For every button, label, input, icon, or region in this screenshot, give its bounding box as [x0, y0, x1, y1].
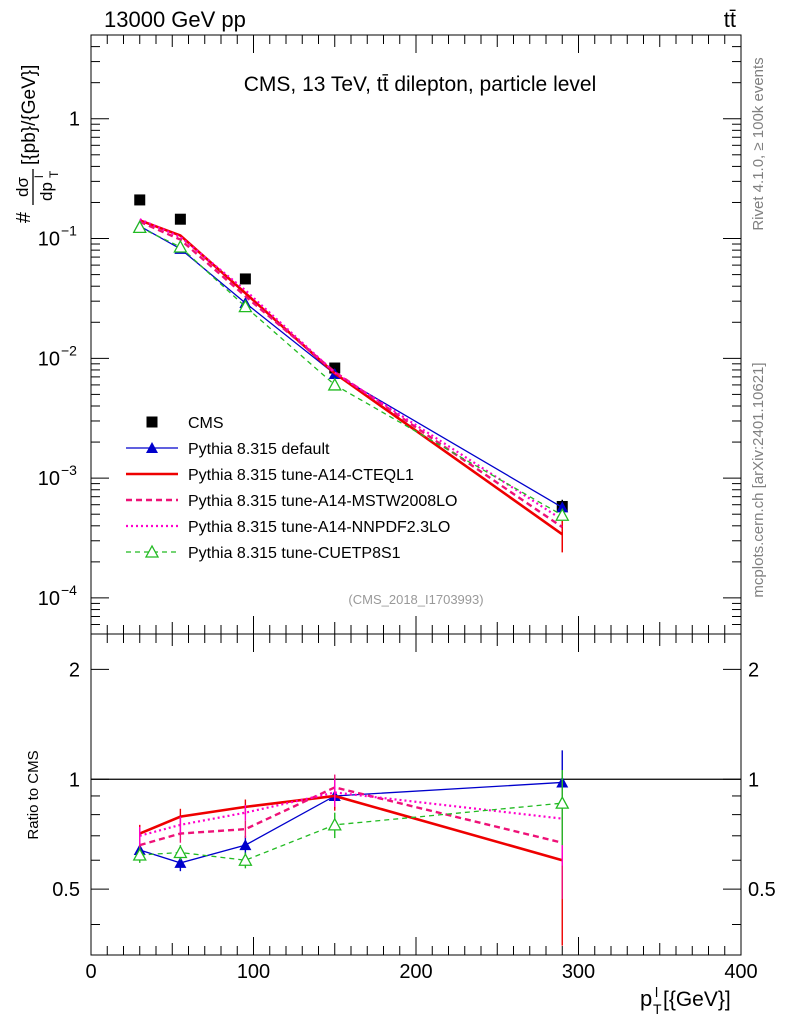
y-axis-label: # dσ dp l T [{pb}/{GeV}] [13, 65, 61, 224]
x-axis-label: p T l [{GeV}] [640, 984, 731, 1017]
series-cuetp8s1 [132, 219, 570, 521]
ratio-y-tick-label-right: 1 [748, 769, 759, 791]
legend-label: Pythia 8.315 tune-A14-CTEQL1 [188, 467, 414, 484]
y-label-den: dp [37, 182, 56, 201]
data-point-cms [239, 273, 251, 285]
ratio-series [132, 750, 570, 946]
series-a14_nnpdf [139, 218, 563, 521]
legend-entry-a14_cteql1: Pythia 8.315 tune-A14-CTEQL1 [126, 467, 414, 484]
y-tick-label: 10 [38, 348, 60, 370]
x-tick-label: 0 [85, 961, 96, 983]
ratio-y-axis-label: Ratio to CMS [25, 750, 42, 839]
ratio-point-cuetp8s1 [173, 845, 188, 859]
data-point-cms [174, 213, 186, 225]
legend-entry-default: Pythia 8.315 default [126, 441, 330, 458]
series-line-a14_cteql1 [139, 219, 564, 536]
ratio-y-tick-label-right: 2 [748, 659, 759, 681]
ratio-point-cuetp8s1 [555, 795, 570, 809]
series-line-a14_mstw [139, 220, 563, 529]
y-label-den-sup: l [32, 175, 46, 178]
ratio-y-tick-label: 0.5 [52, 879, 80, 901]
legend-entry-cms: CMS [146, 415, 224, 432]
data-point-cuetp8s1 [132, 219, 147, 233]
ratio-series-cuetp8s1 [132, 770, 570, 869]
ratio-point-cuetp8s1 [238, 852, 253, 866]
x-label-units: [{GeV}] [663, 988, 731, 1011]
energy-label: 13000 GeV pp [104, 7, 246, 32]
legend-marker [146, 416, 158, 428]
ratio-series-a14_cteql1 [139, 782, 563, 946]
y-tick-exponent: −4 [61, 582, 77, 598]
ratio-line-cuetp8s1 [139, 802, 563, 861]
ratio-point-default [239, 839, 252, 851]
legend-label: Pythia 8.315 default [188, 441, 330, 458]
x-tick-label: 300 [562, 961, 595, 983]
ratio-y-tick-label: 2 [69, 659, 80, 681]
legend-label: Pythia 8.315 tune-A14-NNPDF2.3LO [188, 519, 450, 536]
legend-entry-cuetp8s1: Pythia 8.315 tune-CUETP8S1 [126, 544, 401, 562]
main-axes: 110−110−210−310−4 [38, 34, 742, 635]
legend-label: Pythia 8.315 tune-A14-MSTW2008LO [188, 493, 457, 510]
x-label-sub: T [653, 1001, 662, 1017]
y-tick-exponent: −1 [61, 223, 77, 239]
data-point-cms [134, 194, 146, 206]
ratio-point-cuetp8s1 [327, 817, 342, 831]
source-label: mcplots.cern.ch [arXiv:2401.10621] [750, 362, 767, 597]
series-a14_mstw [139, 220, 563, 529]
legend-entry-a14_mstw: Pythia 8.315 tune-A14-MSTW2008LO [126, 493, 457, 510]
y-tick-label: 1 [69, 109, 80, 131]
data-point-cuetp8s1 [327, 377, 342, 391]
legend-label: Pythia 8.315 tune-CUETP8S1 [188, 545, 401, 562]
ratio-plot-frame [90, 633, 742, 956]
x-label-p: p [640, 986, 652, 1011]
ratio-point-default [174, 856, 187, 868]
series-line-a14_nnpdf [139, 218, 563, 521]
analysis-tag: (CMS_2018_I1703993) [348, 592, 483, 607]
series-line-cuetp8s1 [139, 226, 563, 516]
x-tick-label: 200 [399, 961, 432, 983]
y-label-den-sub: T [47, 170, 61, 178]
x-tick-label: 100 [237, 961, 270, 983]
ratio-y-tick-label-right: 0.5 [748, 879, 776, 901]
y-tick-label: 10 [38, 588, 60, 610]
data-point-cuetp8s1 [173, 239, 188, 253]
ratio-series-default [133, 750, 569, 872]
ratio-axes: 0 100 200 300 400 2 2 1 1 0.5 0.5 [52, 634, 776, 983]
data-point-cuetp8s1 [238, 299, 253, 313]
y-tick-label: 10 [38, 229, 60, 251]
data-point-default [556, 501, 569, 513]
y-tick-label: 10 [38, 468, 60, 490]
ratio-series-a14_mstw [139, 774, 563, 899]
main-series [132, 194, 570, 553]
legend-entry-a14_nnpdf: Pythia 8.315 tune-A14-NNPDF2.3LO [126, 519, 450, 536]
x-label-sup: l [655, 984, 658, 1000]
y-label-units: [{pb}/{GeV}] [19, 65, 40, 165]
plot-title: CMS, 13 TeV, tt̄ dilepton, particle leve… [244, 73, 597, 96]
ratio-line-a14_nnpdf [139, 791, 563, 837]
x-tick-label: 400 [724, 961, 757, 983]
legend-label: CMS [188, 415, 224, 432]
y-tick-exponent: −3 [61, 462, 77, 478]
legend: CMS Pythia 8.315 default Pythia 8.315 tune… [126, 415, 457, 562]
data-point-cuetp8s1 [555, 507, 570, 521]
y-tick-exponent: −2 [61, 342, 77, 358]
ratio-y-tick-label: 1 [69, 769, 80, 791]
ratio-line-a14_mstw [139, 786, 563, 847]
process-label: tt̄ [724, 7, 736, 32]
ratio-point-cuetp8s1 [132, 847, 147, 861]
legend-marker [146, 442, 158, 453]
y-label-hash: # [13, 211, 35, 223]
legend-marker [144, 544, 160, 558]
rivet-label: Rivet 4.1.0, ≥ 100k events [750, 57, 767, 230]
y-label-num: dσ [13, 177, 32, 197]
